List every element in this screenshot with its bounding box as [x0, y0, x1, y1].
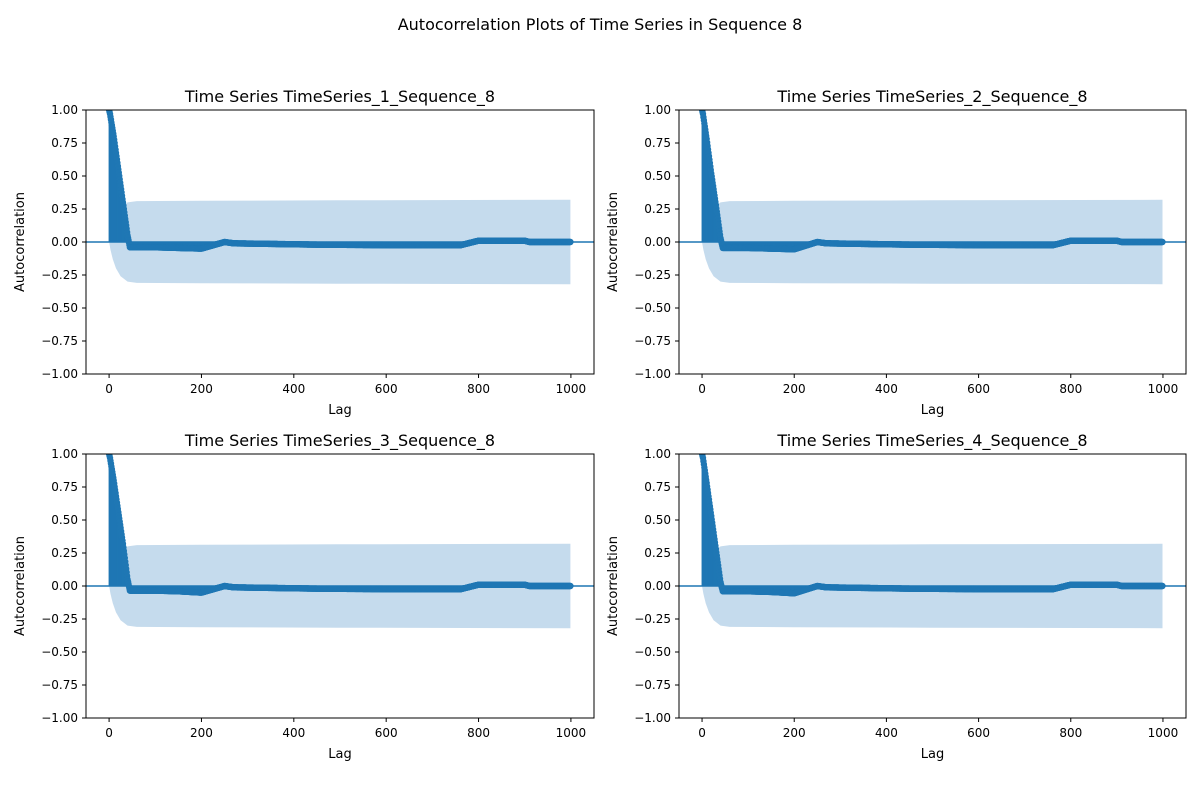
x-axis-label: Lag [328, 403, 351, 418]
subplot-2: Time Series TimeSeries_2_Sequence_8 0 200 4… [606, 87, 1187, 418]
y-tick-label: −0.25 [41, 268, 78, 282]
figure-title: Autocorrelation Plots of Time Series in … [398, 15, 803, 34]
plot-area [86, 110, 594, 285]
acf-markers [105, 110, 574, 252]
y-tick-label: −0.25 [634, 268, 671, 282]
x-tick-label: 600 [375, 382, 398, 396]
x-tick-label: 1000 [1148, 382, 1179, 396]
y-tick-label: 0.50 [51, 169, 78, 183]
y-tick-label: −0.50 [634, 301, 671, 315]
x-tick-label: 200 [783, 382, 806, 396]
x-tick-label: 400 [875, 382, 898, 396]
y-axis-label: Autocorrelation [13, 192, 28, 292]
x-axis-label: Lag [921, 403, 944, 418]
x-tick-label: 800 [1059, 382, 1082, 396]
subplot-title: Time Series TimeSeries_2_Sequence_8 [776, 87, 1087, 107]
y-tick-label: −0.75 [41, 334, 78, 348]
y-tick-label: 0.50 [644, 169, 671, 183]
x-tick-label: 200 [190, 382, 213, 396]
x-tick-label: 600 [967, 382, 990, 396]
acf-marker [1159, 238, 1166, 246]
y-tick-label: −1.00 [634, 367, 671, 381]
acf-marker [567, 238, 574, 246]
y-axis-label: Autocorrelation [606, 192, 621, 292]
y-tick-label: 0.75 [644, 136, 671, 150]
subplot-3: Time Series TimeSeries_3_Sequence_80 200 4… [13, 431, 595, 762]
x-tick-label: 0 [105, 382, 113, 396]
y-tick-label: −0.75 [634, 334, 671, 348]
y-tick-label: 0.00 [51, 235, 78, 249]
subplot-1: Time Series TimeSeries_1_Sequence_8 0 200 4… [13, 87, 595, 418]
y-tick-label: −0.50 [41, 301, 78, 315]
y-tick-label: 0.75 [51, 136, 78, 150]
x-tick-label: 400 [282, 382, 305, 396]
y-tick-label: 1.00 [51, 103, 78, 117]
y-tick-label: 1.00 [644, 103, 671, 117]
x-tick-label: 0 [698, 382, 706, 396]
acf-markers [698, 110, 1166, 253]
y-tick-label: 0.25 [51, 202, 78, 216]
y-tick-label: 0.00 [644, 235, 671, 249]
plot-area [86, 454, 594, 629]
plot-area [679, 110, 1186, 285]
x-tick-label: 800 [467, 382, 490, 396]
x-tick-label: 1000 [556, 382, 587, 396]
subplot-title: Time Series TimeSeries_1_Sequence_8 [184, 87, 495, 107]
subplot-grid: Time Series TimeSeries_1_Sequence_8 0 200 4… [13, 87, 1187, 762]
y-tick-label: 0.25 [644, 202, 671, 216]
y-tick-label: −1.00 [41, 367, 78, 381]
